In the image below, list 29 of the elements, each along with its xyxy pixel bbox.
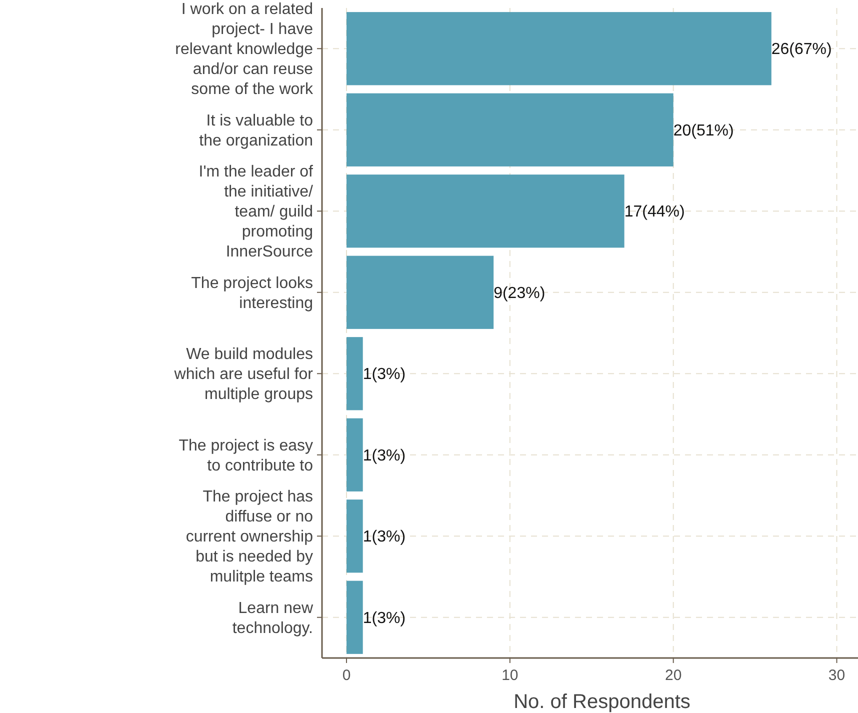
bar [346,418,363,492]
data-label: 20(51%) [673,122,734,140]
data-label: 1(3%) [362,610,406,627]
x-axis-title: No. of Respondents [514,691,690,713]
x-tick-label: 30 [828,667,846,684]
data-label: 26(67%) [771,41,832,58]
bar [346,12,772,86]
bar [346,93,674,166]
y-tick-label: We build modules which are useful for multiple groups [173,346,314,404]
bar [346,256,494,329]
bar [346,500,363,573]
bar [346,337,363,410]
x-tick-label: 0 [342,667,351,684]
y-tick-label: The project has diffuse or no current ownership but is needed by mulitple teams [186,488,314,586]
y-tick-label: The project looks interesting [191,274,313,312]
x-tick-label: 20 [665,667,682,684]
y-tick-label: Learn new technology. [232,600,314,637]
bar [346,174,624,248]
data-label: 1(3%) [362,447,406,464]
data-label: 1(3%) [362,528,406,546]
y-tick-label: I work on a related project- I have relevant knowledge and/or can reuse some of the work [175,1,314,98]
x-tick-label: 10 [502,667,518,684]
bar [346,580,363,654]
y-tick-label: I'm the leader of the initiative/ team/ guild promoting InnerSource [198,164,314,261]
data-label: 1(3%) [362,366,406,384]
data-label: 17(44%) [624,204,685,221]
y-tick-label: The project is easy to contribute to [178,437,314,474]
data-label: 9(23%) [494,284,546,302]
y-tick-label: It is valuable to the organization [199,112,314,150]
